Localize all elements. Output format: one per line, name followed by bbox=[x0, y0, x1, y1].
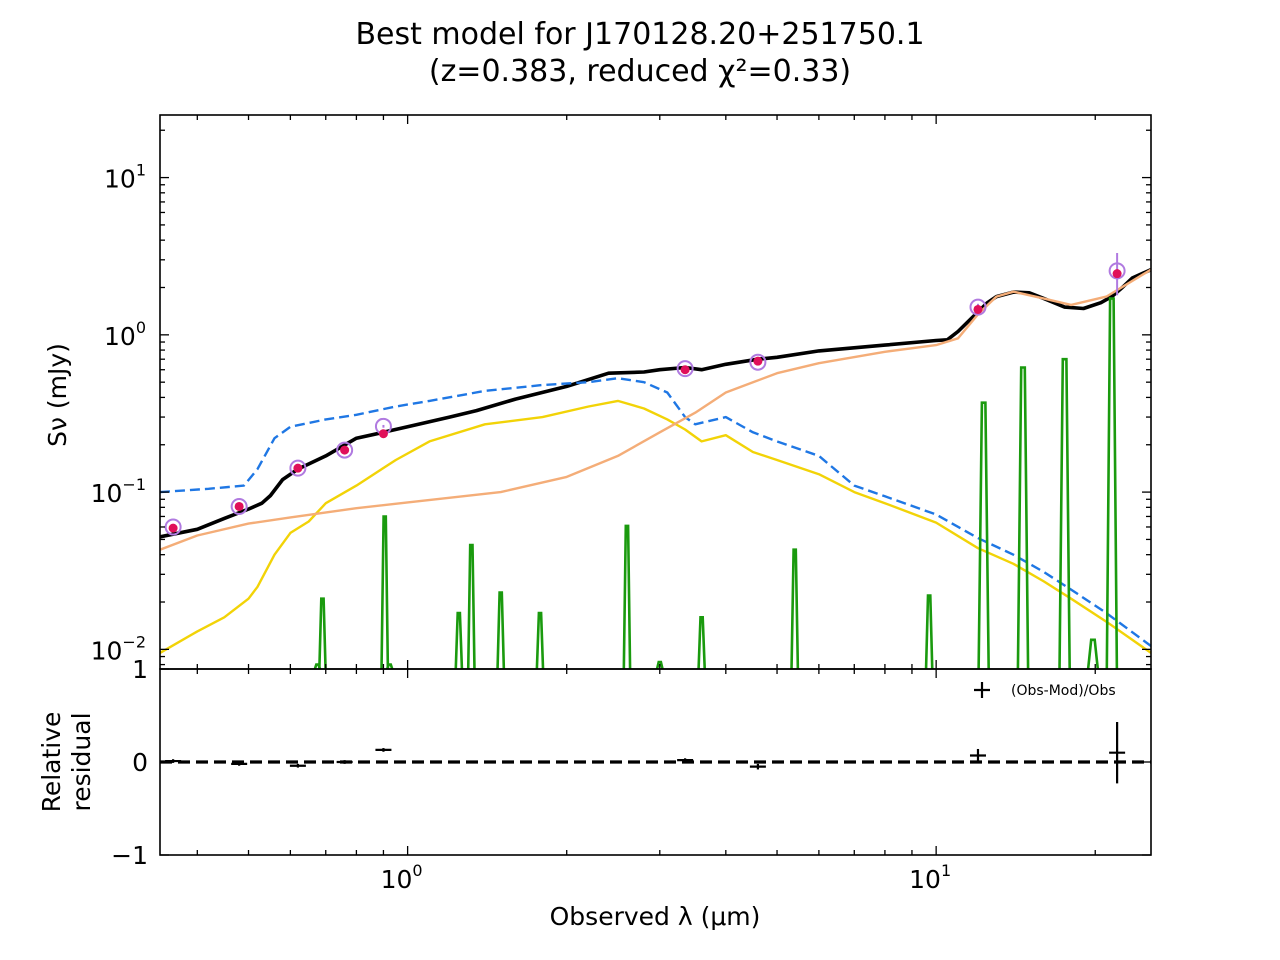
y-tick-exponent: 1 bbox=[136, 161, 146, 180]
x-axis-label: Observed λ (μm) bbox=[550, 902, 761, 931]
model-flux-point bbox=[168, 523, 178, 533]
model-flux-point bbox=[378, 429, 388, 439]
observed-flux-point bbox=[289, 459, 307, 477]
model-flux-point bbox=[753, 356, 763, 366]
y-tick-base: 10 bbox=[91, 479, 123, 508]
residual-plot-area bbox=[160, 722, 1151, 784]
emission-line-7 bbox=[535, 611, 545, 669]
residual-y-axis-label-line1: Relative bbox=[37, 712, 66, 813]
y-tick-label: 10−2 bbox=[91, 632, 146, 665]
y-tick-label: 101 bbox=[104, 161, 146, 194]
emission-line-8 bbox=[622, 524, 632, 669]
x-tick-label: 100 bbox=[381, 861, 423, 894]
emission-line-2 bbox=[380, 515, 390, 669]
model-flux-point bbox=[680, 365, 690, 375]
y-tick-base: 10 bbox=[104, 165, 136, 194]
emission-line-14 bbox=[1016, 366, 1030, 669]
x-tick-exponent: 1 bbox=[941, 861, 951, 880]
residual-y-tick-label: 1 bbox=[132, 655, 148, 684]
y-tick-exponent: −1 bbox=[122, 475, 146, 494]
y-tick-label: 100 bbox=[104, 318, 146, 351]
observed-flux-point bbox=[230, 497, 248, 515]
observed-flux-point bbox=[164, 518, 182, 536]
emission-line-13 bbox=[977, 401, 990, 669]
model-flux-point bbox=[973, 304, 983, 314]
sed-panel-frame bbox=[159, 114, 1152, 670]
y-tick-base: 10 bbox=[104, 322, 136, 351]
unattenuated-stellar-line bbox=[160, 377, 1151, 647]
emission-line-10 bbox=[697, 616, 707, 669]
residual-legend: (Obs-Mod)/Obs bbox=[974, 682, 1116, 699]
residual-y-tick-label: 0 bbox=[132, 748, 148, 777]
emission-line-15 bbox=[1058, 357, 1071, 669]
emission-line-1 bbox=[318, 597, 327, 669]
observed-flux-point bbox=[676, 360, 694, 378]
observed-flux-point bbox=[336, 441, 354, 459]
total-model-line bbox=[160, 267, 1151, 539]
emission-line-12 bbox=[924, 594, 934, 669]
attenuated-stellar-line bbox=[160, 399, 1151, 654]
y-tick-exponent: 0 bbox=[136, 318, 146, 337]
model-flux-point bbox=[1112, 269, 1122, 279]
sed-plot-area bbox=[160, 252, 1151, 669]
residual-y-axis-label-line2: residual bbox=[67, 712, 96, 811]
legend-label: (Obs-Mod)/Obs bbox=[1011, 683, 1116, 699]
y-tick-label: 10−1 bbox=[91, 475, 146, 508]
emission-line-17 bbox=[1105, 297, 1119, 669]
residual-panel-frame bbox=[159, 668, 1152, 856]
observed-flux-point bbox=[749, 353, 767, 371]
residual-y-tick-label: −1 bbox=[111, 841, 148, 870]
emission-line-6 bbox=[496, 591, 506, 669]
dust-agn-line bbox=[160, 268, 1151, 551]
emission-line-5 bbox=[466, 543, 476, 669]
emission-line-4 bbox=[454, 611, 464, 669]
x-tick-base: 10 bbox=[381, 865, 413, 894]
y-tick-base: 10 bbox=[91, 636, 123, 665]
observed-flux-point bbox=[1108, 262, 1126, 280]
model-flux-point bbox=[234, 501, 244, 511]
y-tick-exponent: −2 bbox=[122, 632, 146, 651]
model-flux-point bbox=[340, 445, 350, 455]
emission-line-16 bbox=[1086, 638, 1100, 669]
x-tick-label: 101 bbox=[909, 861, 951, 894]
emission-line-3 bbox=[385, 663, 394, 669]
observed-flux-point bbox=[969, 298, 987, 316]
x-tick-base: 10 bbox=[909, 865, 941, 894]
chart-title-line1: Best model for J170128.20+251750.1 bbox=[355, 17, 924, 52]
chart-title-line2: (z=0.383, reduced χ²=0.33) bbox=[429, 54, 851, 89]
sed-y-axis-label: Sν (mJy) bbox=[43, 343, 72, 447]
emission-line-9 bbox=[655, 660, 664, 669]
x-tick-exponent: 0 bbox=[412, 861, 422, 880]
legend-marker bbox=[974, 682, 990, 698]
emission-line-11 bbox=[790, 548, 800, 669]
model-flux-point bbox=[293, 463, 303, 473]
